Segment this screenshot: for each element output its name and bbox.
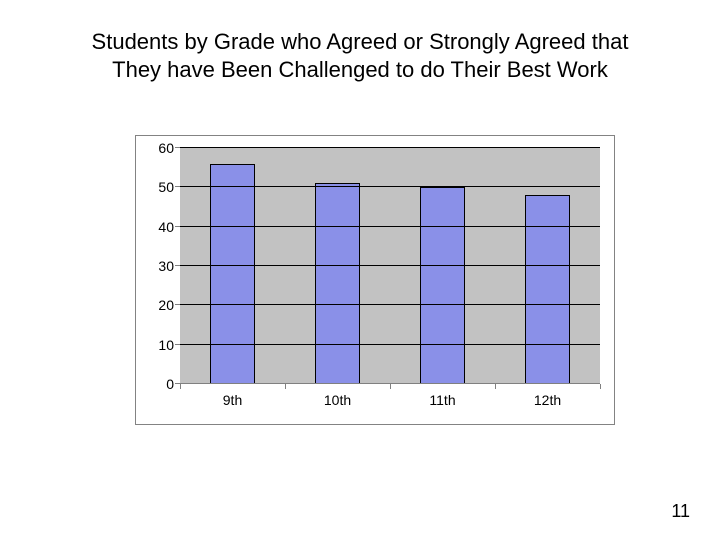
- bar: [210, 164, 254, 384]
- page-number: 11: [671, 501, 690, 522]
- bar: [420, 187, 464, 384]
- gridline: [180, 344, 600, 345]
- gridline: [180, 186, 600, 187]
- x-tick: [390, 384, 391, 389]
- gridline: [180, 147, 600, 148]
- bar-chart: 0 10 20 30 40 50 60 9th 10th 11th 12th: [135, 135, 615, 425]
- y-tick-label: 10: [158, 337, 180, 353]
- y-tick-label: 50: [158, 179, 180, 195]
- page-title: Students by Grade who Agreed or Strongly…: [50, 28, 670, 83]
- bars-layer: [180, 148, 600, 384]
- x-tick: [495, 384, 496, 389]
- title-line-2: They have Been Challenged to do Their Be…: [50, 56, 670, 84]
- title-line-1: Students by Grade who Agreed or Strongly…: [50, 28, 670, 56]
- x-tick-label: 9th: [223, 384, 242, 408]
- y-tick-label: 40: [158, 219, 180, 235]
- x-tick-label: 12th: [534, 384, 561, 408]
- gridline: [180, 304, 600, 305]
- y-tick-label: 20: [158, 297, 180, 313]
- y-tick-label: 0: [166, 376, 180, 392]
- x-tick: [285, 384, 286, 389]
- gridline: [180, 265, 600, 266]
- y-tick-label: 30: [158, 258, 180, 274]
- slide: Students by Grade who Agreed or Strongly…: [0, 0, 720, 540]
- x-tick: [600, 384, 601, 389]
- gridline: [180, 226, 600, 227]
- plot-area: 01020304050609th10th11th12th: [180, 148, 600, 384]
- y-tick-label: 60: [158, 140, 180, 156]
- x-tick-label: 11th: [429, 384, 455, 408]
- bar: [315, 183, 359, 384]
- x-tick-label: 10th: [324, 384, 351, 408]
- x-tick: [180, 384, 181, 389]
- bar: [525, 195, 569, 384]
